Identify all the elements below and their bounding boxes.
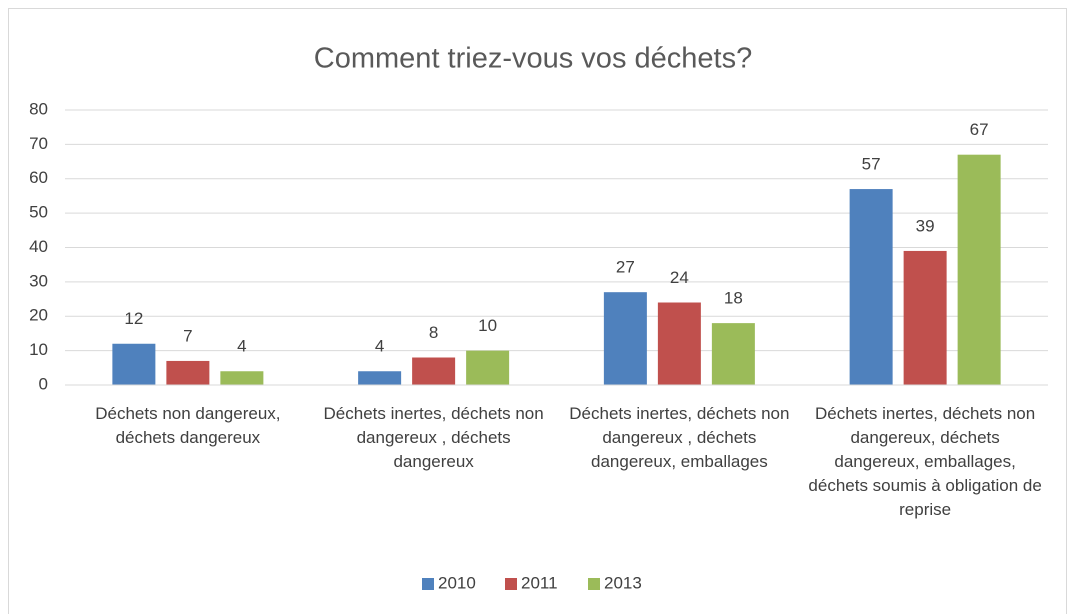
data-label: 4 [375, 337, 384, 356]
data-label: 67 [970, 120, 989, 139]
bar [166, 360, 210, 385]
bar [220, 371, 264, 385]
chart-title: Comment triez-vous vos déchets? [314, 43, 752, 75]
legend-label: 2013 [604, 573, 642, 592]
bar [657, 302, 701, 385]
data-label: 12 [124, 309, 143, 328]
bar [903, 250, 947, 385]
data-label: 39 [916, 216, 935, 235]
legend-swatch [422, 578, 434, 590]
x-tick-label: Déchets inertes, déchets non dangereux ,… [569, 404, 790, 471]
y-tick-label: 70 [29, 134, 48, 153]
data-label: 8 [429, 323, 438, 342]
data-label: 57 [862, 155, 881, 174]
bar [711, 323, 755, 385]
y-tick-label: 80 [29, 99, 48, 118]
data-label: 4 [237, 337, 246, 356]
bar [412, 357, 456, 385]
y-tick-label: 30 [29, 271, 48, 290]
y-tick-label: 60 [29, 168, 48, 187]
legend-swatch [505, 578, 517, 590]
data-label: 10 [478, 316, 497, 335]
data-label: 24 [670, 268, 689, 287]
bar [603, 292, 647, 385]
bar [957, 154, 1001, 385]
bar [466, 350, 510, 385]
y-tick-label: 10 [29, 340, 48, 359]
data-label: 7 [183, 326, 192, 345]
legend-label: 2010 [438, 573, 476, 592]
data-label: 18 [724, 289, 743, 308]
data-label: 27 [616, 258, 635, 277]
x-tick-label: Déchets inertes, déchets non dangereux ,… [323, 404, 544, 471]
x-tick-label: Déchets inertes, déchets non dangereux, … [808, 404, 1042, 519]
bar [849, 189, 893, 385]
bar [112, 343, 156, 385]
y-tick-label: 50 [29, 203, 48, 222]
y-tick-label: 0 [39, 374, 48, 393]
bar [358, 371, 402, 385]
legend-label: 2011 [521, 573, 558, 592]
legend-swatch [588, 578, 600, 590]
x-tick-label: Déchets non dangereux, déchets dangereux [95, 404, 281, 447]
y-tick-label: 40 [29, 237, 48, 256]
y-tick-label: 20 [29, 306, 48, 325]
